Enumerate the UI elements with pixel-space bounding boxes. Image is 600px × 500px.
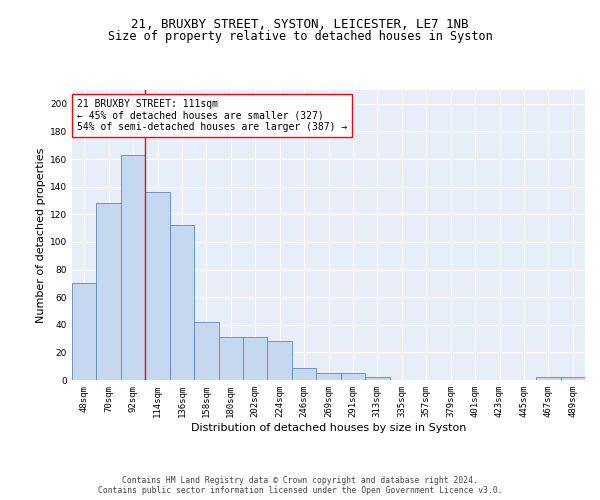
Bar (243, 337, 268, 380)
Text: 21 BRUXBY STREET: 111sqm
← 45% of detached houses are smaller (327)
54% of semi-: 21 BRUXBY STREET: 111sqm ← 45% of detach… (77, 98, 347, 132)
Bar (292, 368, 316, 380)
Bar (536, 377, 560, 380)
Text: Contains HM Land Registry data © Crown copyright and database right 2024.: Contains HM Land Registry data © Crown c… (122, 476, 478, 485)
Bar (268, 342, 292, 380)
Bar (170, 226, 194, 380)
Bar (72, 284, 97, 380)
Bar (97, 203, 121, 380)
Y-axis label: Number of detached properties: Number of detached properties (36, 148, 46, 322)
Bar (316, 373, 341, 380)
Text: Size of property relative to detached houses in Syston: Size of property relative to detached ho… (107, 30, 493, 43)
Bar (341, 373, 365, 380)
Text: 21, BRUXBY STREET, SYSTON, LEICESTER, LE7 1NB: 21, BRUXBY STREET, SYSTON, LEICESTER, LE… (131, 18, 469, 30)
Text: Contains public sector information licensed under the Open Government Licence v3: Contains public sector information licen… (98, 486, 502, 495)
Bar (121, 155, 145, 380)
X-axis label: Distribution of detached houses by size in Syston: Distribution of detached houses by size … (191, 422, 466, 432)
Bar (145, 192, 170, 380)
Bar (218, 337, 243, 380)
Bar (560, 377, 585, 380)
Bar (365, 377, 389, 380)
Bar (194, 322, 218, 380)
